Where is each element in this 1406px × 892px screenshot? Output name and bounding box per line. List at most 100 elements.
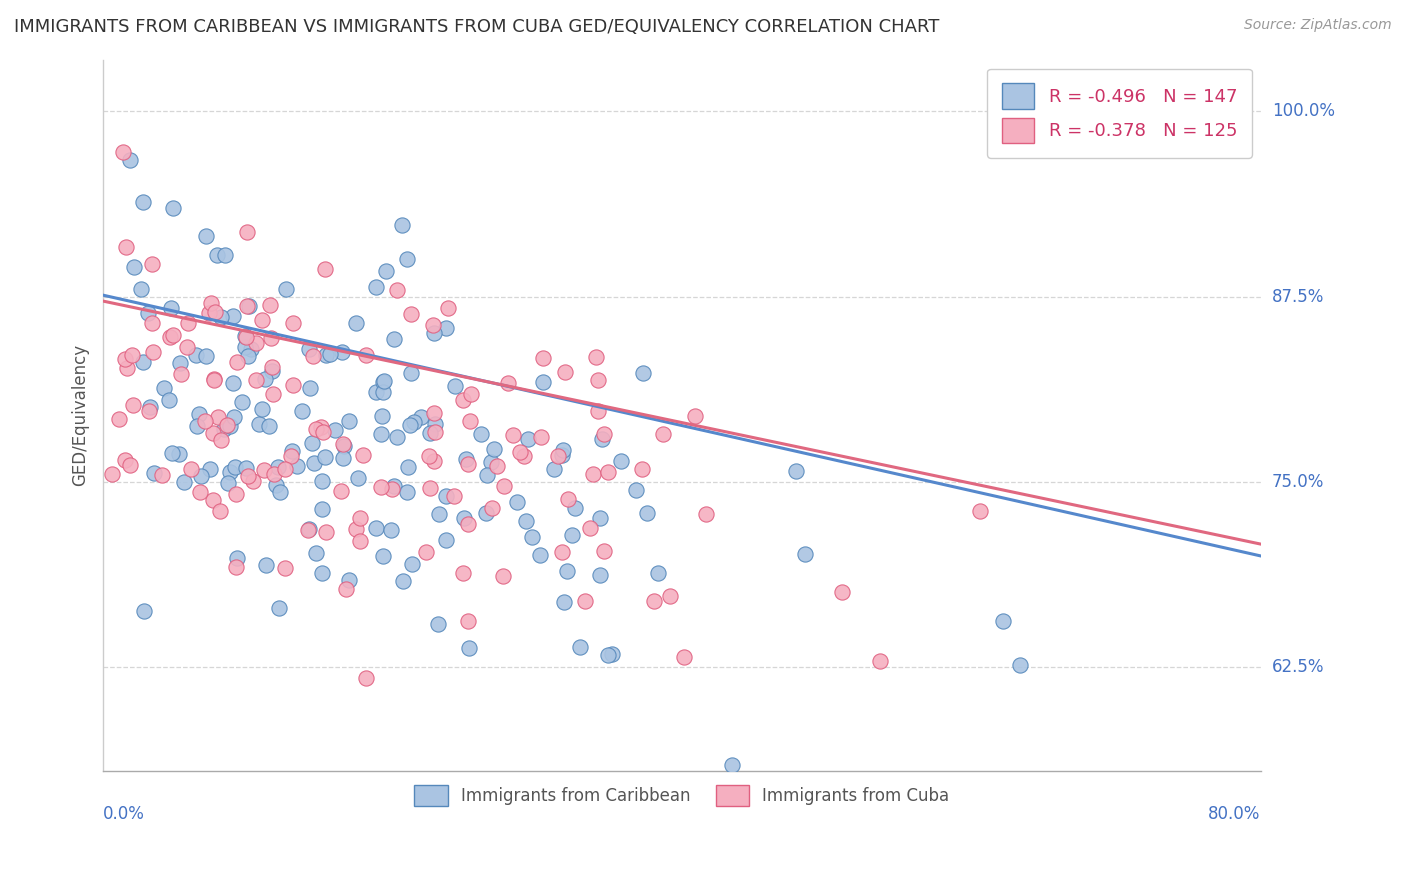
Point (427, 508, 450, 522)
Point (329, 483, 352, 498)
Point (354, 671, 377, 685)
Point (496, 376, 519, 391)
Point (242, 474, 264, 488)
Point (141, 316, 163, 330)
Point (218, 465, 240, 479)
Point (131, 282, 153, 296)
Point (190, 469, 212, 483)
Point (112, 145, 135, 159)
Point (385, 430, 408, 444)
Point (253, 463, 276, 477)
Point (485, 458, 508, 473)
Point (529, 429, 551, 443)
Point (481, 501, 503, 516)
Point (114, 240, 136, 254)
Point (396, 459, 419, 474)
Point (297, 523, 319, 537)
Point (458, 641, 481, 656)
Point (259, 298, 281, 312)
Point (214, 422, 236, 436)
Point (159, 301, 181, 316)
Point (418, 449, 440, 463)
Point (631, 461, 654, 475)
Point (257, 419, 280, 434)
Point (332, 437, 354, 451)
Point (217, 418, 239, 433)
Point (470, 427, 492, 442)
Point (422, 406, 444, 420)
Point (269, 484, 291, 499)
Point (588, 403, 610, 417)
Point (643, 594, 665, 608)
Text: 0.0%: 0.0% (103, 805, 145, 823)
Point (593, 426, 616, 441)
Point (631, 366, 654, 380)
Point (335, 582, 357, 596)
Point (319, 347, 342, 361)
Point (373, 549, 395, 563)
Point (451, 566, 474, 580)
Point (153, 381, 176, 395)
Point (235, 461, 257, 475)
Point (574, 594, 596, 608)
Point (422, 318, 444, 332)
Text: 100.0%: 100.0% (1272, 103, 1334, 120)
Point (411, 410, 433, 425)
Point (349, 511, 371, 525)
Point (380, 523, 402, 537)
Point (457, 614, 479, 628)
Point (309, 419, 332, 434)
Point (299, 381, 322, 395)
Point (531, 351, 554, 366)
Point (451, 392, 474, 407)
Point (600, 647, 623, 661)
Point (555, 564, 578, 578)
Point (434, 321, 457, 335)
Point (177, 316, 200, 330)
Point (120, 153, 142, 167)
Point (100, 467, 122, 481)
Text: 75.0%: 75.0% (1272, 473, 1324, 491)
Point (202, 492, 225, 507)
Point (392, 574, 415, 588)
Point (591, 432, 613, 446)
Point (302, 456, 325, 470)
Point (492, 569, 515, 583)
Point (298, 523, 321, 537)
Point (291, 404, 314, 418)
Point (477, 468, 499, 483)
Point (582, 467, 605, 481)
Point (121, 348, 143, 362)
Point (373, 374, 395, 388)
Point (114, 453, 136, 467)
Point (162, 328, 184, 343)
Point (138, 306, 160, 320)
Point (281, 443, 304, 458)
Point (204, 304, 226, 318)
Point (651, 426, 673, 441)
Point (118, 458, 141, 473)
Point (869, 654, 891, 668)
Point (231, 395, 253, 409)
Point (969, 504, 991, 518)
Point (280, 449, 302, 463)
Point (344, 523, 367, 537)
Point (564, 500, 586, 515)
Point (557, 491, 579, 506)
Point (314, 261, 336, 276)
Point (273, 462, 295, 476)
Point (173, 475, 195, 489)
Point (561, 528, 583, 542)
Point (298, 342, 321, 356)
Text: 80.0%: 80.0% (1208, 805, 1261, 823)
Point (366, 280, 388, 294)
Point (160, 446, 183, 460)
Point (143, 466, 166, 480)
Point (311, 566, 333, 581)
Point (195, 228, 218, 243)
Point (419, 425, 441, 440)
Point (672, 650, 695, 665)
Point (401, 366, 423, 380)
Point (141, 257, 163, 271)
Point (585, 350, 607, 364)
